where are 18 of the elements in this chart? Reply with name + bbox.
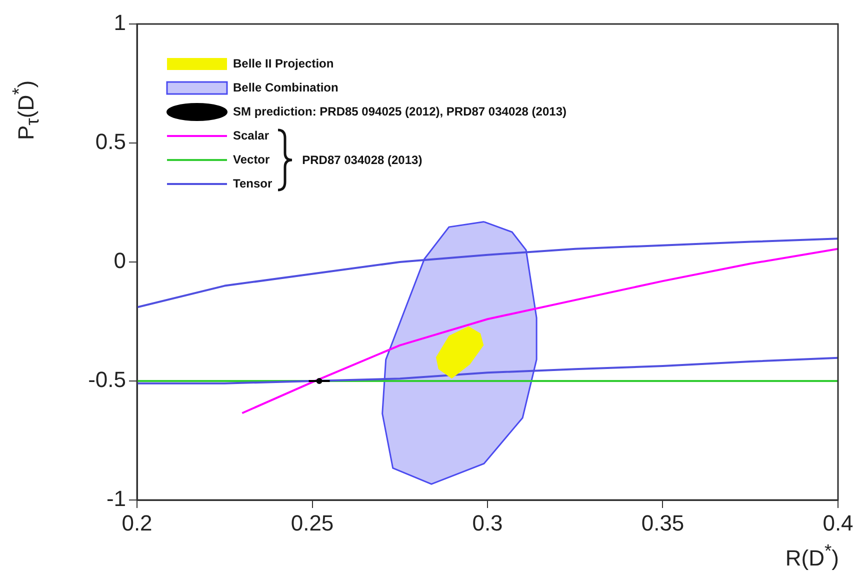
x-axis-title: R(D$^{*}$) xyxy=(785,540,839,572)
annotation: PRD87 034028 (2013) xyxy=(302,153,422,167)
y-tick-label: 0 xyxy=(114,248,126,274)
legend-label: Scalar xyxy=(233,128,270,142)
x-tick-label: 0.3 xyxy=(472,510,503,536)
legend-label: Vector xyxy=(233,152,270,166)
legend-label: Tensor xyxy=(233,176,272,190)
y-tick-label: -0.5 xyxy=(88,367,126,392)
y-tick-label: 0.5 xyxy=(95,129,126,154)
x-tick-label: 0.25 xyxy=(290,510,334,536)
y-tick-label: 1 xyxy=(114,10,126,36)
x-tick-label: 0.4 xyxy=(822,510,854,536)
y-tick-label: -1 xyxy=(106,486,126,512)
x-tick-label: 0.2 xyxy=(122,510,152,536)
legend-label: Belle II Projection xyxy=(233,56,334,70)
legend-label: SM prediction: PRD85 094025 (2012), PRD87 034028 (2013) xyxy=(233,104,566,118)
x-tick-label: 0.35 xyxy=(641,510,684,536)
legend-label: Belle Combination xyxy=(233,80,338,94)
